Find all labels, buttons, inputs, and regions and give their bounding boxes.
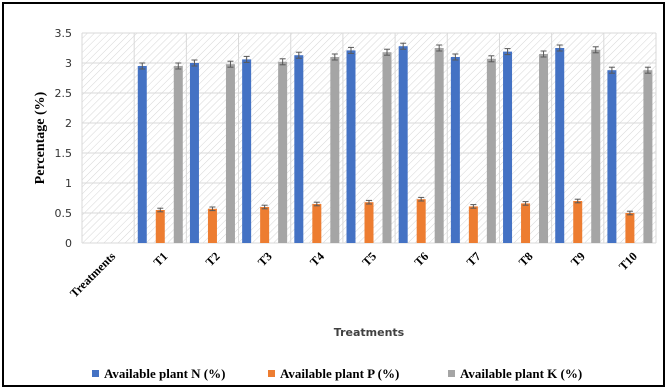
x-axis-label: Treatments — [334, 326, 405, 339]
x-tick-label: T7 — [464, 249, 484, 269]
y-tick-label: 1 — [65, 177, 72, 190]
x-ticks: Treatments T1 T2 T3 T4 T5 T6 T7 T8 T9 T10 — [67, 249, 640, 300]
x-tick-label: T3 — [255, 249, 275, 269]
bar — [225, 64, 235, 243]
x-tick-label: T6 — [411, 249, 431, 269]
bar — [450, 57, 460, 243]
bar — [312, 204, 322, 243]
bar — [346, 50, 356, 244]
bar — [573, 201, 583, 243]
bar — [643, 70, 653, 243]
bar — [607, 70, 617, 243]
legend: Available plant N (%) Available plant P (… — [92, 366, 582, 381]
x-tick-label: T1 — [151, 249, 171, 269]
x-tick-label: T8 — [516, 249, 536, 269]
legend-label: Available plant N (%) — [104, 366, 225, 381]
y-tick-label: 3 — [65, 57, 72, 70]
y-tick-label: 3.5 — [55, 27, 73, 40]
bar — [503, 51, 513, 243]
bar — [382, 52, 392, 244]
x-tick-label: T10 — [616, 249, 640, 273]
y-axis-label: Percentage (%) — [33, 91, 48, 184]
bar — [398, 46, 408, 244]
bar — [260, 207, 270, 243]
x-tick-label: T2 — [203, 249, 223, 269]
bar — [555, 48, 565, 243]
x-tick-label: T5 — [359, 249, 379, 269]
bar — [625, 213, 635, 243]
legend-swatch — [268, 370, 275, 377]
y-tick-label: 2 — [65, 117, 72, 130]
legend-swatch — [448, 370, 455, 377]
y-tick-label: 0.5 — [55, 207, 73, 220]
bar — [539, 54, 549, 243]
legend-swatch — [92, 370, 99, 377]
bar — [330, 57, 340, 243]
bar — [364, 202, 374, 243]
bars — [137, 42, 653, 244]
x-tick-label: T4 — [307, 249, 327, 269]
x-tick-label: Treatments — [67, 249, 118, 300]
bar — [434, 48, 444, 243]
y-tick-label: 0 — [65, 237, 72, 250]
bar — [155, 210, 165, 243]
bar — [137, 66, 147, 243]
y-tick-label: 2.5 — [55, 87, 73, 100]
bar — [189, 63, 199, 243]
x-tick-label: T9 — [568, 249, 588, 269]
y-ticks: 0 0.5 1 1.5 2 2.5 3 3.5 — [55, 27, 73, 250]
bar — [521, 203, 531, 243]
bar — [416, 199, 426, 243]
bar — [207, 208, 217, 243]
y-tick-label: 1.5 — [55, 147, 73, 160]
bar — [278, 61, 288, 243]
bar — [173, 66, 183, 243]
legend-label: Available plant P (%) — [280, 366, 399, 381]
bar — [468, 206, 478, 243]
bar — [486, 58, 496, 243]
bar — [294, 55, 304, 244]
bar — [591, 49, 601, 243]
bar — [242, 59, 252, 244]
legend-label: Available plant K (%) — [460, 366, 582, 381]
